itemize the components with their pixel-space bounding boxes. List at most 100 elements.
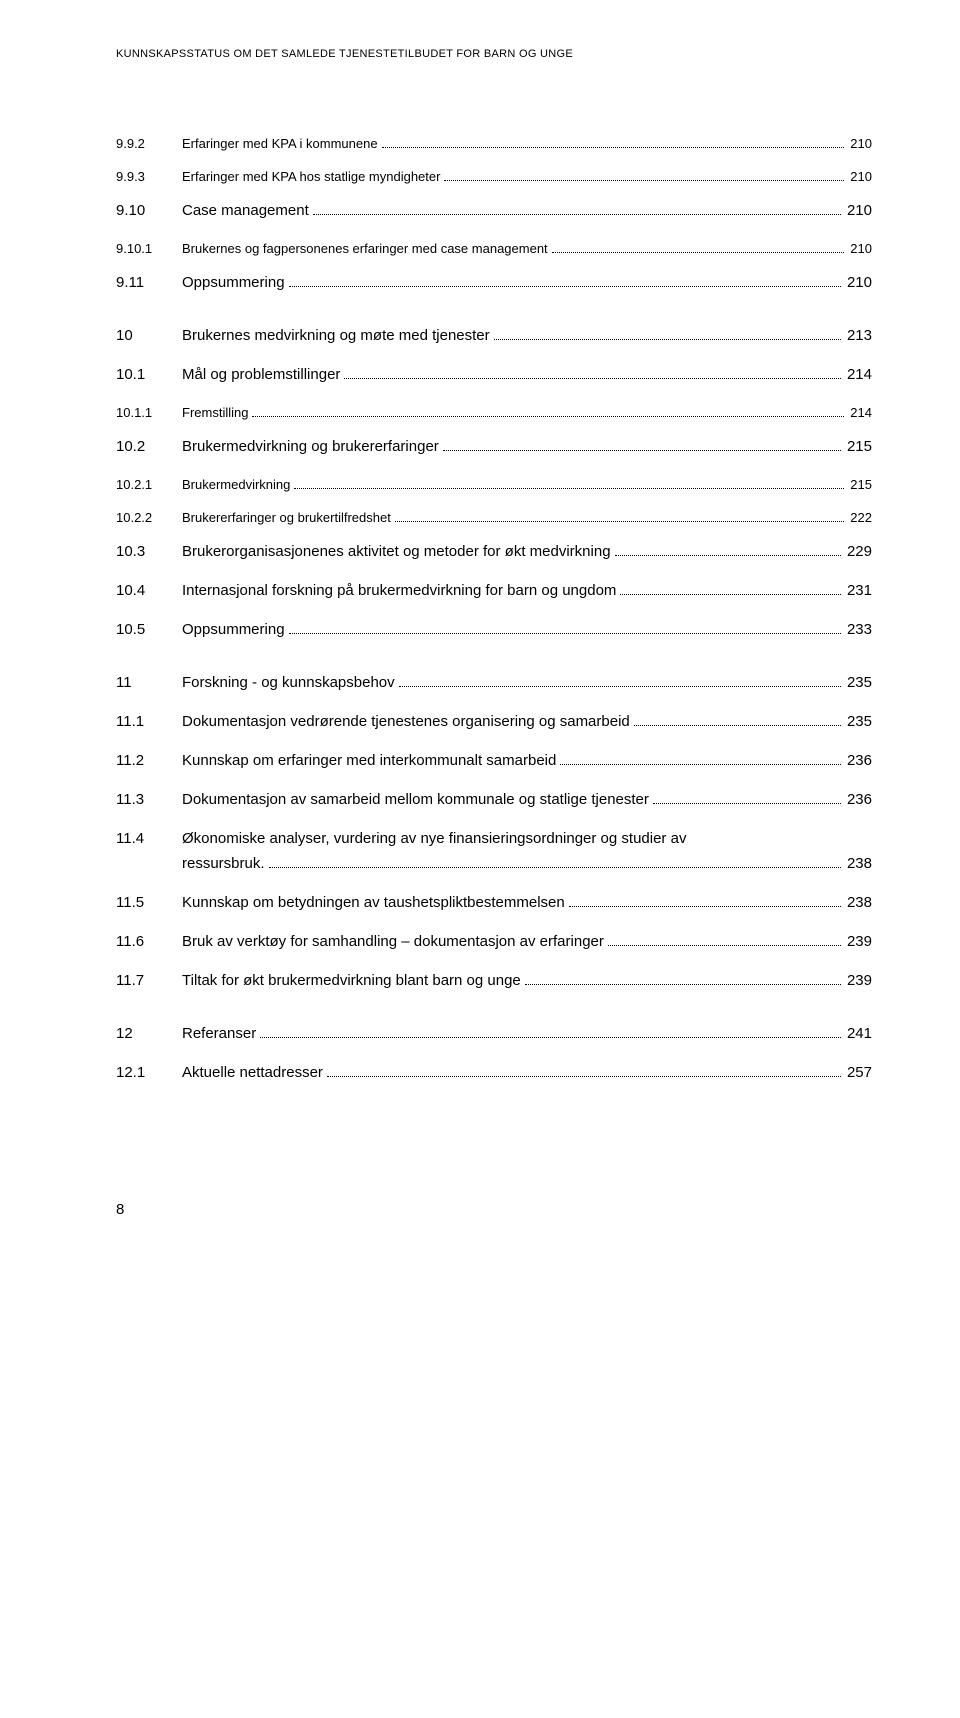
- toc-entry-label: Brukernes og fagpersonenes erfaringer me…: [182, 241, 548, 256]
- toc-entry: 9.10.1Brukernes og fagpersonenes erfarin…: [116, 241, 872, 256]
- toc-entry: 10Brukernes medvirkning og møte med tjen…: [116, 327, 872, 344]
- toc-entry-page: 215: [848, 477, 872, 492]
- toc-leader: [615, 555, 841, 556]
- toc-entry-label: Brukererfaringer og brukertilfredshet: [182, 510, 391, 525]
- toc-entry-label: Case management: [182, 202, 309, 219]
- toc-entry-label: Brukermedvirkning og brukererfaringer: [182, 438, 439, 455]
- toc-leader: [443, 450, 841, 451]
- toc-leader: [620, 594, 841, 595]
- toc-entry-label: Internasjonal forskning på brukermedvirk…: [182, 582, 616, 599]
- toc-entry-page: 222: [848, 510, 872, 525]
- toc-leader: [653, 803, 841, 804]
- toc-leader: [552, 252, 845, 253]
- toc-entry-label: Kunnskap om betydningen av taushetsplikt…: [182, 894, 565, 911]
- toc-entry-page: 239: [845, 933, 872, 950]
- toc-entry-number: 11: [116, 674, 182, 691]
- toc-leader: [327, 1076, 841, 1077]
- page-number: 8: [116, 1201, 872, 1218]
- toc-entry-label: Kunnskap om erfaringer med interkommunal…: [182, 752, 556, 769]
- toc-leader: [525, 984, 841, 985]
- toc-entry-label: Fremstilling: [182, 405, 248, 420]
- toc-entry-number: 10.1: [116, 366, 182, 383]
- toc-entry: 11.4Økonomiske analyser, vurdering av ny…: [116, 830, 872, 847]
- toc-leader: [289, 633, 841, 634]
- toc-entry: 11.3Dokumentasjon av samarbeid mellom ko…: [116, 791, 872, 808]
- toc-entry: 9.11Oppsummering 210: [116, 274, 872, 291]
- toc-entry-label: Tiltak for økt brukermedvirkning blant b…: [182, 972, 521, 989]
- toc-entry-number: 9.11: [116, 274, 182, 291]
- toc-entry-number: 9.9.2: [116, 136, 182, 151]
- toc-entry-page: 229: [845, 543, 872, 560]
- toc-leader: [494, 339, 841, 340]
- toc-entry-number: 11.5: [116, 894, 182, 911]
- toc-leader: [382, 147, 845, 148]
- toc-entry: 10.2.1Brukermedvirkning 215: [116, 477, 872, 492]
- toc-entry: 10.3Brukerorganisasjonenes aktivitet og …: [116, 543, 872, 560]
- toc-entry-label: Brukermedvirkning: [182, 477, 290, 492]
- toc-entry: 10.1Mål og problemstillinger214: [116, 366, 872, 383]
- toc-entry: 9.10Case management210: [116, 202, 872, 219]
- toc-entry-label: Bruk av verktøy for samhandling – dokume…: [182, 933, 604, 950]
- toc-entry: 11.2Kunnskap om erfaringer med interkomm…: [116, 752, 872, 769]
- toc-entry-label: Aktuelle nettadresser: [182, 1064, 323, 1081]
- toc-entry-page: 213: [845, 327, 872, 344]
- toc-entry-number: 11.4: [116, 830, 182, 847]
- toc-entry: 11Forskning - og kunnskapsbehov235: [116, 674, 872, 691]
- toc-entry: 10.2Brukermedvirkning og brukererfaringe…: [116, 438, 872, 455]
- toc-entry-number: 10.5: [116, 621, 182, 638]
- running-header: KUNNSKAPSSTATUS OM DET SAMLEDE TJENESTET…: [116, 48, 872, 60]
- toc-leader: [252, 416, 844, 417]
- toc-entry-label: Erfaringer med KPA i kommunene: [182, 136, 378, 151]
- toc-leader: [344, 378, 841, 379]
- toc-entry: 9.9.3Erfaringer med KPA hos statlige myn…: [116, 169, 872, 184]
- toc-leader: [569, 906, 841, 907]
- toc-entry-label: Økonomiske analyser, vurdering av nye fi…: [182, 830, 686, 847]
- toc-entry-number: 12: [116, 1025, 182, 1042]
- toc-entry-page: 241: [845, 1025, 872, 1042]
- toc-entry-page: 215: [845, 438, 872, 455]
- toc-entry: ressursbruk. 238: [116, 855, 872, 872]
- toc-entry-number: 10: [116, 327, 182, 344]
- toc-entry-page: 210: [845, 202, 872, 219]
- toc-entry-number: 12.1: [116, 1064, 182, 1081]
- toc-entry-page: 236: [845, 791, 872, 808]
- toc-entry: 9.9.2Erfaringer med KPA i kommunene 210: [116, 136, 872, 151]
- toc-entry-number: 10.1.1: [116, 405, 182, 420]
- toc-entry: 10.1.1Fremstilling 214: [116, 405, 872, 420]
- toc-entry-page: 210: [848, 169, 872, 184]
- toc-entry-page: 236: [845, 752, 872, 769]
- toc-leader: [313, 214, 841, 215]
- toc-entry-label: Oppsummering: [182, 274, 285, 291]
- toc-entry-page: 210: [848, 136, 872, 151]
- toc-entry-page: 238: [845, 855, 872, 872]
- toc-entry-number: 10.2.1: [116, 477, 182, 492]
- toc-entry: 10.2.2Brukererfaringer og brukertilfreds…: [116, 510, 872, 525]
- toc-entry-label: Brukerorganisasjonenes aktivitet og meto…: [182, 543, 611, 560]
- toc-entry-page: 257: [845, 1064, 872, 1081]
- toc-entry-label: Dokumentasjon vedrørende tjenestenes org…: [182, 713, 630, 730]
- toc-entry-number: 10.2.2: [116, 510, 182, 525]
- toc-entry-page: 235: [845, 674, 872, 691]
- toc-entry-page: 239: [845, 972, 872, 989]
- toc-entry-page: 210: [845, 274, 872, 291]
- toc-entry-number: 11.7: [116, 972, 182, 989]
- toc-entry-label: ressursbruk.: [182, 855, 265, 872]
- toc-entry-number: 11.1: [116, 713, 182, 730]
- toc-entry-number: 11.6: [116, 933, 182, 950]
- toc-entry-page: 238: [845, 894, 872, 911]
- toc-entry-page: 214: [848, 405, 872, 420]
- toc-leader: [260, 1037, 841, 1038]
- toc-entry: 12.1Aktuelle nettadresser 257: [116, 1064, 872, 1081]
- toc-leader: [608, 945, 841, 946]
- toc-leader: [444, 180, 844, 181]
- toc-entry-number: 10.3: [116, 543, 182, 560]
- toc-leader: [294, 488, 844, 489]
- toc-leader: [634, 725, 841, 726]
- toc-entry-label: Brukernes medvirkning og møte med tjenes…: [182, 327, 490, 344]
- toc-leader: [269, 867, 841, 868]
- toc-entry-label: Erfaringer med KPA hos statlige myndighe…: [182, 169, 440, 184]
- toc-entry: 11.6Bruk av verktøy for samhandling – do…: [116, 933, 872, 950]
- toc-entry: 11.5Kunnskap om betydningen av taushetsp…: [116, 894, 872, 911]
- toc-leader: [395, 521, 844, 522]
- toc-leader: [399, 686, 841, 687]
